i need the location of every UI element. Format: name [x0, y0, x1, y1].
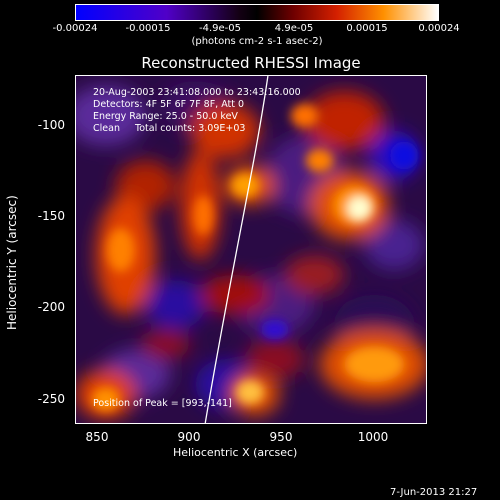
- detectors-text: Detectors: 4F 5F 6F 7F 8F, Att 0: [93, 99, 245, 110]
- y-axis-label: Heliocentric Y (arcsec): [5, 195, 19, 330]
- counts-text: Clean Total counts: 3.09E+03: [93, 123, 246, 134]
- colorbar: [75, 4, 439, 21]
- colorbar-units: (photons cm-2 s-1 asec-2): [191, 36, 323, 47]
- energy-range-text: Energy Range: 25.0 - 50.0 keV: [93, 111, 238, 122]
- y-tick-label: -250: [37, 392, 65, 406]
- solar-limb-line: [204, 76, 269, 423]
- y-tick-label: -150: [37, 209, 65, 223]
- y-tick-label: -100: [37, 118, 65, 132]
- x-tick-label: 900: [177, 430, 201, 444]
- x-tick-label: 950: [269, 430, 293, 444]
- colorbar-tick: -0.00015: [125, 23, 171, 34]
- colorbar-tick: 0.00015: [346, 23, 388, 34]
- x-tick-label: 1000: [357, 430, 389, 444]
- peak-position-text: Position of Peak = [993,-141]: [93, 398, 232, 409]
- colorbar-tick: 4.9e-05: [274, 23, 314, 34]
- x-axis-label: Heliocentric X (arcsec): [173, 446, 298, 459]
- colorbar-tick: -4.9e-05: [199, 23, 241, 34]
- y-tick-label: -200: [37, 300, 65, 314]
- image-plot: [75, 75, 427, 424]
- time-range-text: 20-Aug-2003 23:41:08.000 to 23:43:16.000: [93, 87, 301, 98]
- timestamp: 7-Jun-2013 21:27: [390, 487, 478, 498]
- plot-title: Reconstructed RHESSI Image: [141, 54, 361, 72]
- colorbar-tick: 0.00024: [418, 23, 460, 34]
- colorbar-tick: -0.00024: [52, 23, 98, 34]
- x-tick-label: 850: [85, 430, 109, 444]
